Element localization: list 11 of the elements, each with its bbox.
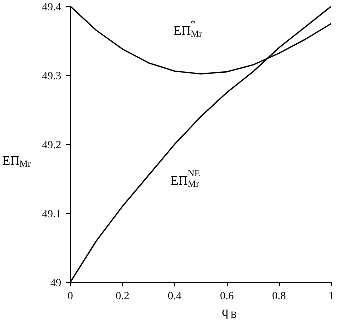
x-tick-label: 0.2 [116, 290, 130, 302]
y-tick-label: 49.1 [42, 208, 62, 220]
x-tick-label: 0.8 [272, 290, 287, 302]
y-tick-label: 49.4 [42, 2, 62, 14]
x-tick-label: 0 [68, 290, 74, 302]
x-tick-label: 0.4 [168, 290, 182, 302]
y-tick-label: 49.2 [42, 140, 62, 152]
x-tick-label: 1 [328, 290, 334, 302]
y-tick-label: 49.3 [42, 70, 62, 82]
x-tick-label: 0.6 [220, 290, 234, 302]
y-tick-label: 49 [50, 278, 62, 290]
